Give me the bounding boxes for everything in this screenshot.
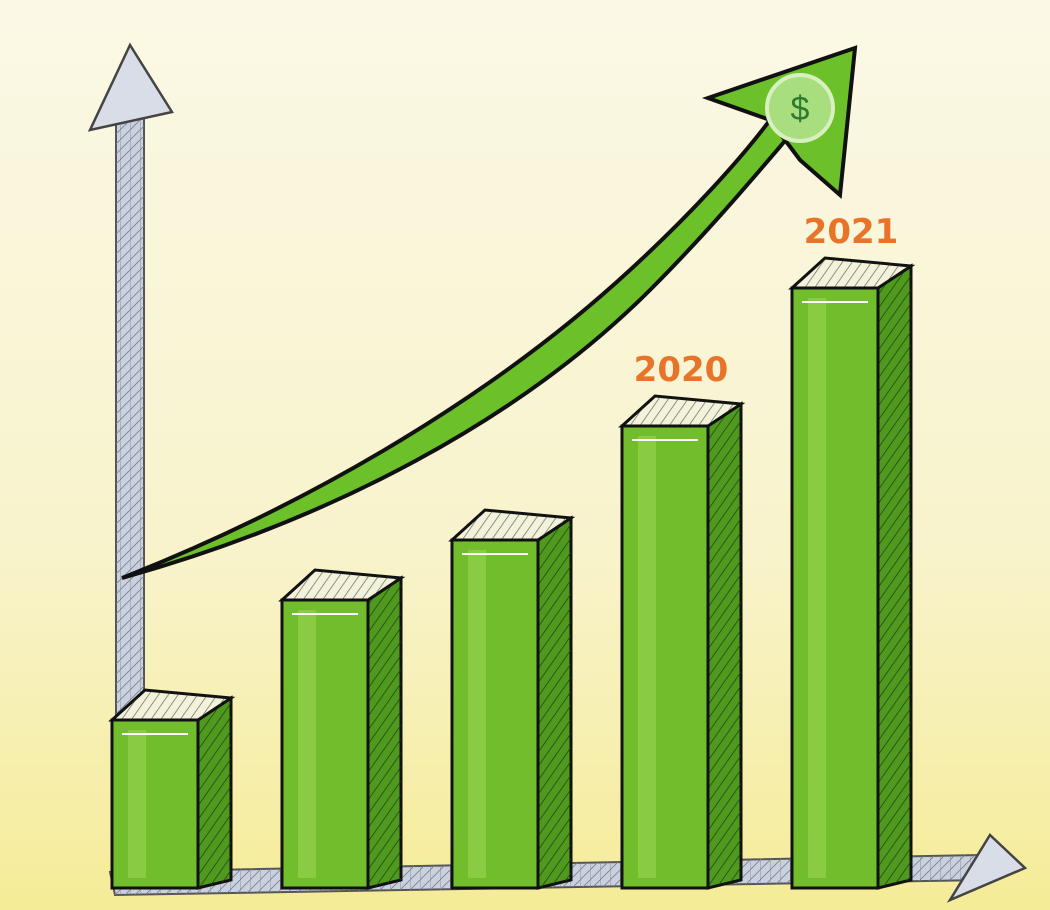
bar-side-hatch — [368, 578, 401, 888]
category-label: 2020 — [634, 350, 729, 390]
bar-highlight — [128, 730, 146, 878]
bar-side-hatch — [708, 404, 741, 888]
dollar-sign: $ — [791, 90, 810, 128]
bar — [280, 598, 370, 890]
bar-highlight — [298, 610, 316, 878]
bar-side-hatch — [198, 698, 231, 888]
bars — [108, 256, 916, 890]
bar-top-hatch — [622, 396, 741, 426]
bar-highlight — [638, 436, 656, 878]
category-label: 2021 — [804, 212, 899, 252]
bar-top-hatch — [282, 570, 401, 600]
bar-highlight — [808, 298, 826, 878]
bar — [450, 538, 540, 890]
bar-top-hatch — [792, 258, 911, 288]
bar-side-hatch — [878, 266, 911, 888]
coin — [765, 73, 835, 143]
bar — [110, 718, 200, 890]
bar-highlight — [468, 550, 486, 878]
bar-top-hatch — [452, 510, 571, 540]
bar-side-hatch — [538, 518, 571, 888]
bar — [790, 286, 880, 890]
growth-arrow: $ — [121, 45, 858, 580]
bar — [620, 424, 710, 890]
bar-top-hatch — [112, 690, 231, 720]
